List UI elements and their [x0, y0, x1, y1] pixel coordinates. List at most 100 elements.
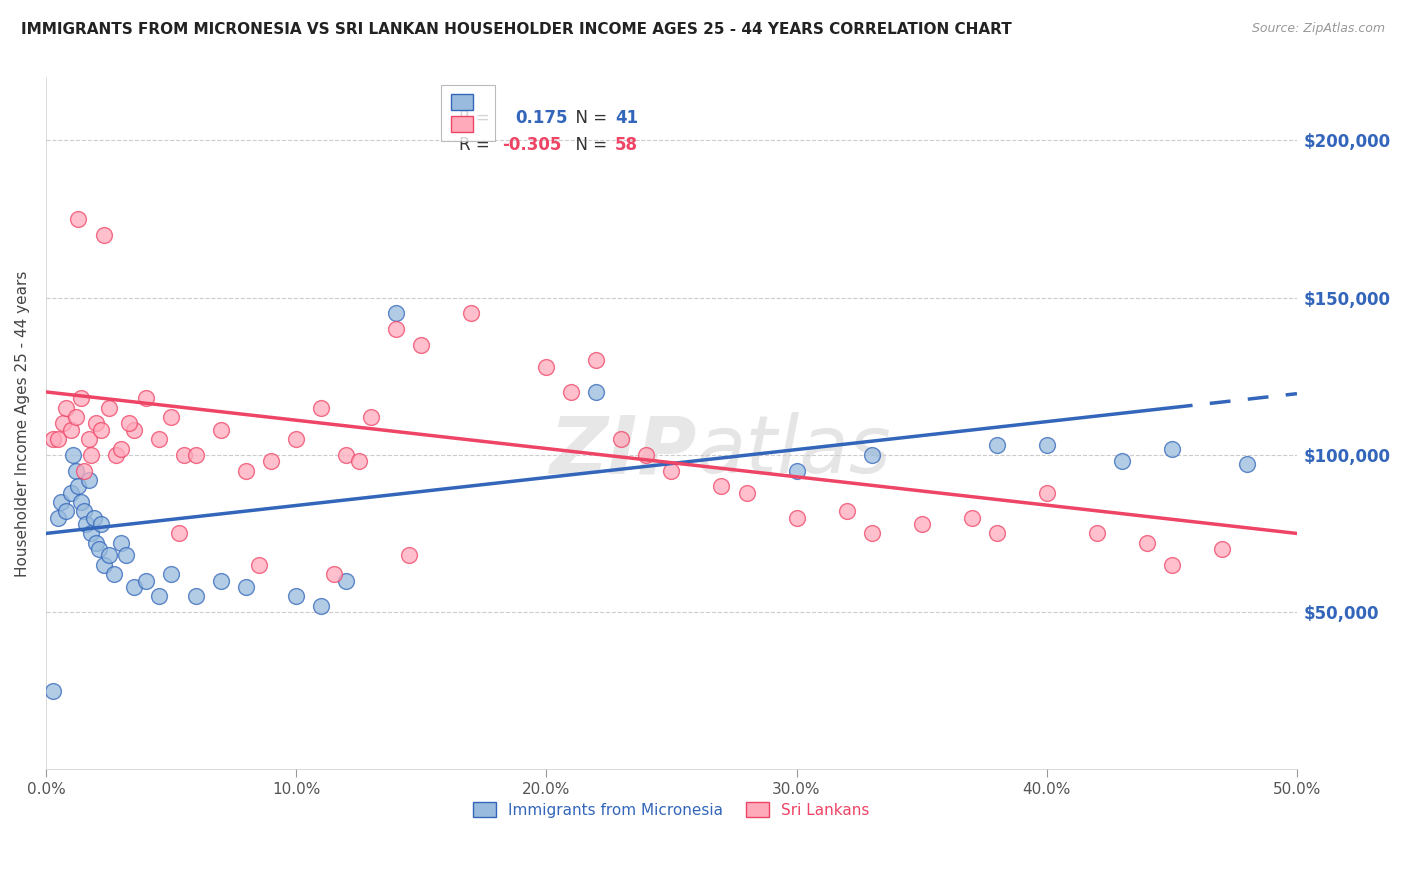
Point	[48, 510, 70, 524]
Point	[148, 432, 170, 446]
Point	[335, 574, 357, 588]
Point	[62, 448, 84, 462]
Point	[385, 306, 408, 320]
Point	[860, 448, 883, 462]
Point	[72, 504, 94, 518]
Legend: Immigrants from Micronesia, Sri Lankans: Immigrants from Micronesia, Sri Lankans	[467, 796, 876, 824]
Point	[105, 448, 128, 462]
Point	[103, 567, 125, 582]
Point	[309, 599, 332, 613]
Point	[72, 464, 94, 478]
Point	[65, 464, 87, 478]
Point	[84, 536, 107, 550]
Point	[1085, 526, 1108, 541]
Point	[860, 526, 883, 541]
Point	[52, 417, 75, 431]
Point	[661, 464, 683, 478]
Text: N =: N =	[565, 109, 613, 127]
Point	[59, 423, 82, 437]
Text: N =: N =	[565, 136, 613, 154]
Point	[90, 516, 112, 531]
Point	[90, 423, 112, 437]
Point	[65, 410, 87, 425]
Point	[1236, 457, 1258, 471]
Text: R =: R =	[458, 109, 501, 127]
Text: ZIP: ZIP	[550, 412, 696, 490]
Point	[80, 526, 103, 541]
Point	[960, 510, 983, 524]
Point	[285, 590, 308, 604]
Point	[83, 510, 105, 524]
Point	[398, 549, 420, 563]
Point	[184, 590, 207, 604]
Point	[710, 479, 733, 493]
Point	[247, 558, 270, 572]
Point	[87, 542, 110, 557]
Point	[536, 359, 558, 374]
Point	[209, 423, 232, 437]
Point	[184, 448, 207, 462]
Point	[285, 432, 308, 446]
Point	[135, 574, 157, 588]
Point	[148, 590, 170, 604]
Point	[49, 495, 72, 509]
Point	[911, 516, 934, 531]
Point	[115, 549, 138, 563]
Point	[1160, 558, 1182, 572]
Point	[235, 464, 257, 478]
Text: 58: 58	[616, 136, 638, 154]
Point	[80, 448, 103, 462]
Point	[636, 448, 658, 462]
Point	[1111, 454, 1133, 468]
Point	[560, 384, 582, 399]
Point	[786, 510, 808, 524]
Text: -0.305: -0.305	[502, 136, 562, 154]
Point	[585, 353, 607, 368]
Point	[93, 558, 115, 572]
Point	[786, 464, 808, 478]
Point	[986, 438, 1008, 452]
Point	[122, 580, 145, 594]
Point	[322, 567, 344, 582]
Text: Source: ZipAtlas.com: Source: ZipAtlas.com	[1251, 22, 1385, 36]
Point	[1160, 442, 1182, 456]
Point	[77, 432, 100, 446]
Point	[735, 485, 758, 500]
Text: R =: R =	[458, 136, 495, 154]
Point	[110, 536, 132, 550]
Text: atlas: atlas	[696, 412, 891, 490]
Point	[309, 401, 332, 415]
Point	[42, 683, 65, 698]
Point	[67, 479, 90, 493]
Point	[55, 504, 77, 518]
Text: 0.175: 0.175	[515, 109, 568, 127]
Point	[48, 432, 70, 446]
Point	[173, 448, 195, 462]
Point	[835, 504, 858, 518]
Point	[70, 495, 93, 509]
Point	[460, 306, 482, 320]
Point	[160, 567, 183, 582]
Point	[55, 401, 77, 415]
Point	[260, 454, 283, 468]
Point	[110, 442, 132, 456]
Point	[75, 516, 97, 531]
Point	[122, 423, 145, 437]
Point	[42, 432, 65, 446]
Point	[347, 454, 370, 468]
Point	[1035, 438, 1057, 452]
Point	[1136, 536, 1159, 550]
Point	[385, 322, 408, 336]
Point	[97, 549, 120, 563]
Point	[84, 417, 107, 431]
Point	[67, 211, 90, 226]
Point	[610, 432, 633, 446]
Point	[335, 448, 357, 462]
Point	[77, 473, 100, 487]
Point	[585, 384, 607, 399]
Point	[70, 391, 93, 405]
Text: 41: 41	[616, 109, 638, 127]
Point	[1211, 542, 1233, 557]
Point	[167, 526, 190, 541]
Point	[93, 227, 115, 242]
